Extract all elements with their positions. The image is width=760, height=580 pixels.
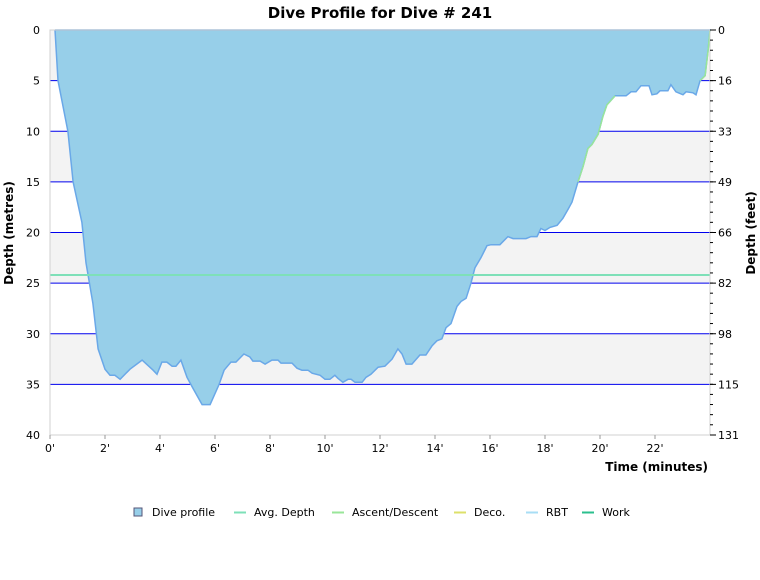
y-right-tick-label: 49 [718, 176, 732, 189]
legend-item-label: Ascent/Descent [352, 506, 439, 519]
x-tick-label: 14' [426, 442, 443, 455]
dive-profile-area [54, 29, 711, 406]
y-axis-right-label: Depth (feet) [744, 191, 758, 274]
legend-swatch-box [133, 507, 143, 517]
y-tick-label: 15 [26, 176, 40, 189]
y-tick-label: 40 [26, 429, 40, 442]
legend-item-label: Deco. [474, 506, 505, 519]
x-tick-label: 22' [646, 442, 663, 455]
y-tick-label: 30 [26, 328, 40, 341]
x-tick-label: 16' [481, 442, 498, 455]
ascent-descent-line [577, 95, 616, 183]
x-tick-label: 8' [265, 442, 275, 455]
y-right-tick-label: 82 [718, 277, 732, 290]
x-tick-label: 2' [100, 442, 110, 455]
legend-item-label: Avg. Depth [254, 506, 315, 519]
x-tick-label: 20' [591, 442, 608, 455]
y-tick-label: 5 [33, 75, 40, 88]
legend: Dive profile Avg. Depth Ascent/Descent Deco… [133, 506, 630, 519]
y-right-tick-label: 66 [718, 227, 732, 240]
legend-item-label: RBT [546, 506, 568, 519]
y-right-tick-label: 131 [718, 429, 739, 442]
y-right-tick-label: 115 [718, 378, 739, 391]
y-axis-label: Depth (metres) [2, 181, 16, 285]
legend-item-label: Work [602, 506, 630, 519]
y-tick-label: 10 [26, 125, 40, 138]
x-tick-label: 10' [316, 442, 333, 455]
y-right-tick-label: 33 [718, 125, 732, 138]
x-tick-label: 18' [536, 442, 553, 455]
x-tick-label: 12' [371, 442, 388, 455]
y-right-tick-label: 0 [718, 24, 725, 37]
x-tick-label: 0' [45, 442, 55, 455]
y-right-tick-label: 98 [718, 328, 732, 341]
ascent-descent-line [699, 29, 711, 82]
legend-item-label: Dive profile [152, 506, 215, 519]
y-tick-label: 20 [26, 227, 40, 240]
y-right-tick-label: 16 [718, 75, 732, 88]
chart-title: Dive Profile for Dive # 241 [268, 4, 492, 22]
x-tick-label: 4' [155, 442, 165, 455]
x-axis-label: Time (minutes) [605, 460, 708, 474]
y-tick-label: 25 [26, 277, 40, 290]
y-tick-label: 0 [33, 24, 40, 37]
y-tick-label: 35 [26, 378, 40, 391]
x-tick-label: 6' [210, 442, 220, 455]
